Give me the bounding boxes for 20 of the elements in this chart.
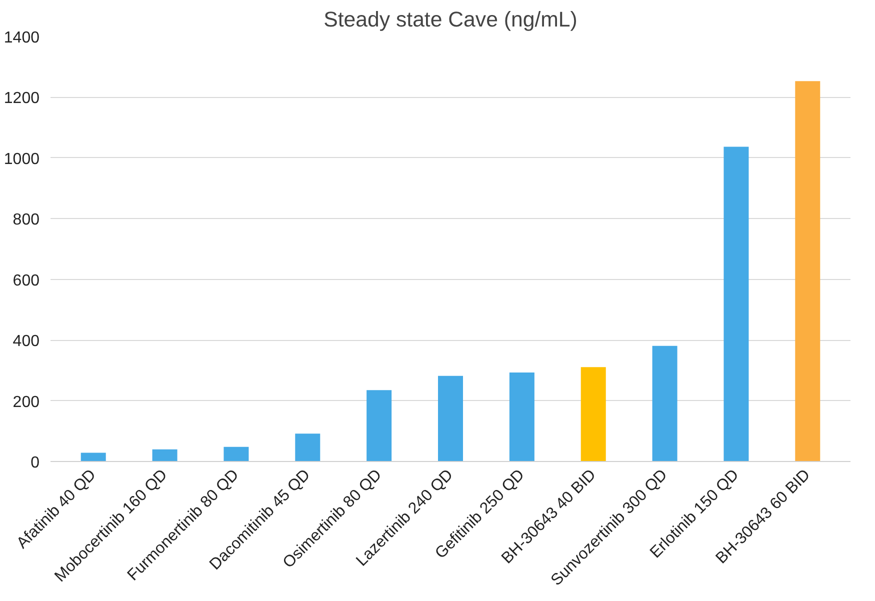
- chart-title: Steady state Cave (ng/mL): [324, 8, 578, 32]
- bar: [295, 434, 320, 462]
- y-tick-label: 0: [30, 454, 40, 472]
- y-tick-label: 1000: [4, 150, 40, 168]
- y-tick-label: 200: [12, 394, 40, 411]
- y-tick-label: 600: [12, 272, 40, 290]
- y-tick-label: 1200: [4, 90, 40, 108]
- y-tick-label: 400: [12, 333, 40, 350]
- bar: [438, 376, 463, 462]
- bar: [724, 146, 749, 462]
- bar: [80, 452, 106, 462]
- bar: [509, 372, 534, 462]
- bar: [580, 367, 606, 462]
- y-tick-label: 1400: [4, 30, 40, 46]
- y-tick-label: 800: [12, 212, 40, 229]
- bar: [366, 390, 392, 462]
- bar: [224, 446, 249, 462]
- bar: [795, 81, 820, 462]
- bar: [152, 449, 178, 462]
- bar: [652, 346, 678, 462]
